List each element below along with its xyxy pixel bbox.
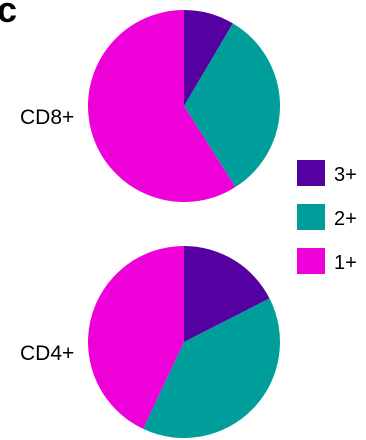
panel-letter: c: [0, 0, 18, 30]
legend-swatch-2plus: [297, 204, 325, 230]
pie-chart-cd4: [88, 246, 280, 438]
pie-slice-cd4plus-1plus: [88, 246, 184, 429]
pie-slice-cd4plus-2plus: [143, 298, 280, 438]
pie-slice-cd8plus-3plus: [184, 10, 233, 106]
legend-label-3plus: 3+: [334, 164, 357, 186]
legend: 3+ 2+ 1+: [297, 160, 357, 274]
pie-slice-cd8plus-2plus: [184, 23, 281, 188]
pie-slice-cd4plus-3plus: [184, 246, 270, 342]
legend-swatch-3plus: [297, 160, 325, 186]
pie-chart-cd8: [88, 10, 281, 203]
legend-label-1plus: 1+: [334, 252, 357, 274]
pie-slice-cd8plus-1plus: [88, 10, 236, 203]
pie-label-cd8: CD8+: [20, 106, 74, 129]
legend-swatch-1plus: [297, 248, 325, 274]
legend-label-2plus: 2+: [334, 208, 357, 230]
pie-label-cd4: CD4+: [20, 342, 74, 365]
